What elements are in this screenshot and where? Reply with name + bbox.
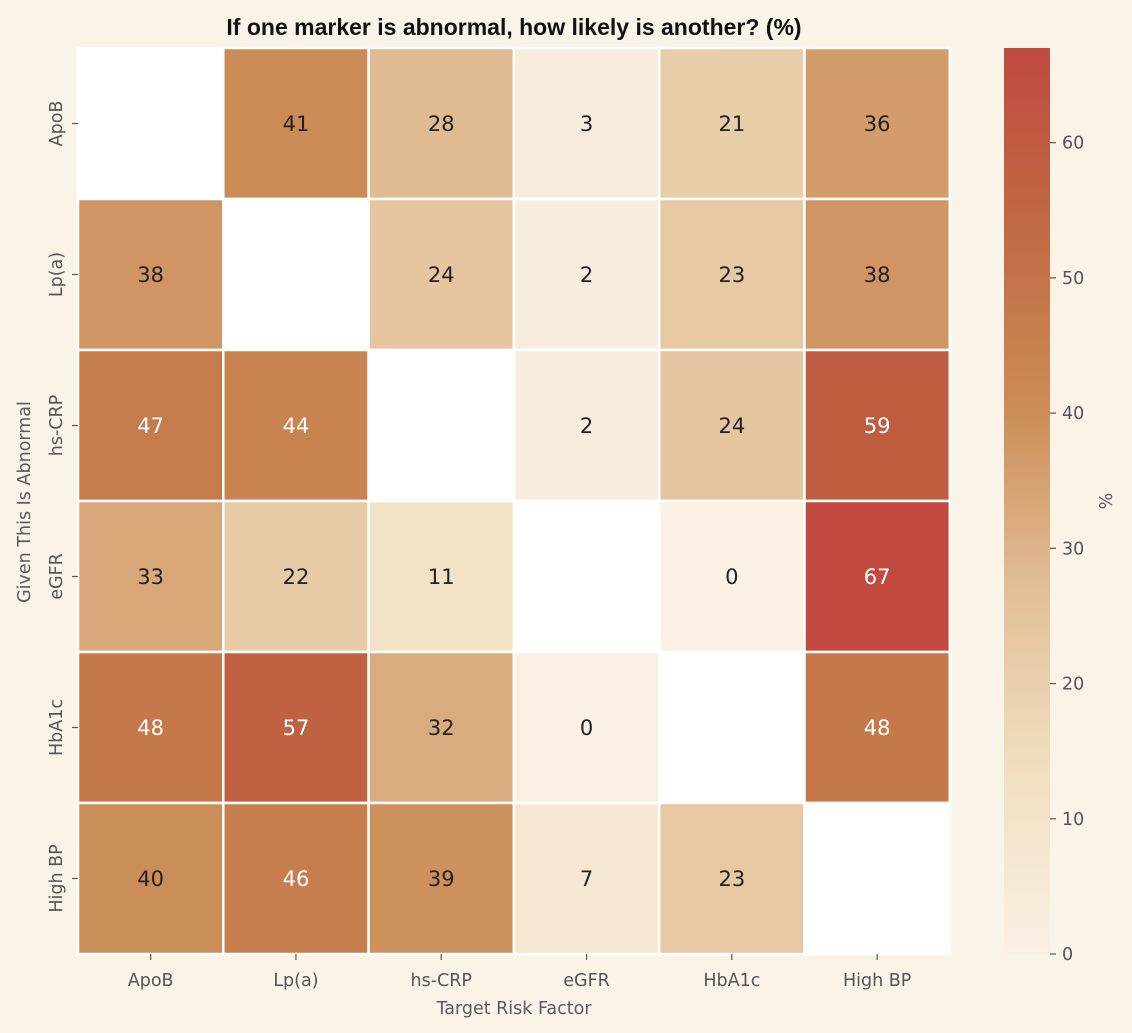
colorbar-ticks: 0 10 20 30 40 50 60 xyxy=(1050,134,1084,965)
heatmap-cell-5-5 xyxy=(803,801,952,956)
colorbar-tick-label: 60 xyxy=(1062,134,1084,154)
heatmap-cell-5-3 xyxy=(512,801,661,956)
heatmap-cells: 41 28 3 21 36 38 24 2 23 38 47 44 2 24 59 33 22 11 0 67 48 57… xyxy=(76,46,952,956)
cell-value-label: 2 xyxy=(580,414,593,438)
cell-value-label: 38 xyxy=(137,263,164,287)
heatmap-cell-4-5 xyxy=(803,650,952,805)
heatmap-cell-1-3 xyxy=(512,197,661,352)
cell-value-label: 46 xyxy=(283,867,310,891)
heatmap-cell-3-1 xyxy=(222,499,370,654)
cell-value-label: 28 xyxy=(428,112,455,136)
x-tick-label: hs-CRP xyxy=(411,971,472,991)
cell-value-label: 11 xyxy=(428,565,455,589)
cell-value-label: 0 xyxy=(580,716,593,740)
cell-value-label: 0 xyxy=(725,565,738,589)
heatmap-cell-3-3 xyxy=(512,499,661,654)
heatmap-cell-3-4 xyxy=(657,499,806,654)
x-tick-label: ApoB xyxy=(128,971,174,991)
heatmap-cell-5-1 xyxy=(222,801,370,956)
cell-value-label: 59 xyxy=(864,414,891,438)
cell-value-label: 36 xyxy=(864,112,891,136)
colorbar-tick-label: 10 xyxy=(1062,810,1084,830)
heatmap-cell-4-1 xyxy=(222,650,370,805)
cell-value-label: 48 xyxy=(137,716,164,740)
colorbar-label: % xyxy=(1097,493,1117,510)
cell-value-label: 38 xyxy=(864,263,891,287)
heatmap-cell-1-1 xyxy=(222,197,370,352)
y-tick-label: ApoB xyxy=(47,101,67,147)
heatmap-cell-2-1 xyxy=(222,348,370,503)
heatmap-cell-4-2 xyxy=(367,650,516,805)
cell-value-label: 47 xyxy=(137,414,164,438)
heatmap-cell-2-2 xyxy=(367,348,516,503)
x-tick-label: HbA1c xyxy=(703,971,760,991)
y-tick-label: eGFR xyxy=(47,553,67,600)
y-axis-label: Given This Is Abnormal xyxy=(15,401,35,603)
x-tick-label: High BP xyxy=(843,971,911,991)
x-tick-label: Lp(a) xyxy=(273,971,318,991)
heatmap-cell-3-2 xyxy=(367,499,516,654)
x-axis-label: Target Risk Factor xyxy=(435,999,592,1019)
x-tick-label: eGFR xyxy=(563,971,610,991)
cell-value-label: 48 xyxy=(864,716,891,740)
colorbar-tick-label: 0 xyxy=(1062,945,1073,965)
chart-title: If one marker is abnormal, how likely is… xyxy=(226,14,801,40)
cell-value-label: 23 xyxy=(718,867,745,891)
heatmap-cell-5-2 xyxy=(367,801,516,956)
heatmap-cell-0-3 xyxy=(512,46,661,201)
cell-value-label: 40 xyxy=(137,867,164,891)
cell-value-label: 39 xyxy=(428,867,455,891)
colorbar-tick-label: 30 xyxy=(1062,539,1084,559)
cell-value-label: 41 xyxy=(283,112,310,136)
y-tick-label: hs-CRP xyxy=(47,395,67,456)
cell-value-label: 33 xyxy=(137,565,164,589)
colorbar-tick-label: 50 xyxy=(1062,269,1084,289)
cell-value-label: 22 xyxy=(283,565,310,589)
heatmap-cell-4-4 xyxy=(657,650,806,805)
colorbar: 0 10 20 30 40 50 60 % xyxy=(1004,48,1117,965)
cell-value-label: 57 xyxy=(283,716,310,740)
heatmap-cell-4-0 xyxy=(76,650,225,805)
y-tick-label: HbA1c xyxy=(47,699,67,756)
cell-value-label: 21 xyxy=(718,112,745,136)
heatmap-cell-0-2 xyxy=(367,46,516,201)
cell-value-label: 7 xyxy=(580,867,593,891)
cell-value-label: 24 xyxy=(718,414,745,438)
y-axis: ApoB Lp(a) hs-CRP eGFR HbA1c High BP xyxy=(47,101,78,913)
x-axis: ApoB Lp(a) hs-CRP eGFR HbA1c High BP xyxy=(128,954,911,991)
heatmap-cell-0-1 xyxy=(222,46,370,201)
heatmap-cell-3-5 xyxy=(803,499,952,654)
cell-value-label: 3 xyxy=(580,112,593,136)
heatmap-cell-2-4 xyxy=(657,348,806,503)
colorbar-tick-label: 40 xyxy=(1062,404,1084,424)
cell-value-label: 2 xyxy=(580,263,593,287)
y-tick-label: High BP xyxy=(47,844,67,912)
cell-value-label: 32 xyxy=(428,716,455,740)
heatmap-cell-1-5 xyxy=(803,197,952,352)
y-tick-label: Lp(a) xyxy=(47,252,67,297)
colorbar-tick-label: 20 xyxy=(1062,675,1084,695)
cell-value-label: 24 xyxy=(428,263,455,287)
heatmap-cell-0-0 xyxy=(76,46,225,201)
cell-value-label: 44 xyxy=(283,414,310,438)
colorbar-gradient xyxy=(1004,48,1050,954)
cell-value-label: 23 xyxy=(718,263,745,287)
cell-value-label: 67 xyxy=(864,565,891,589)
